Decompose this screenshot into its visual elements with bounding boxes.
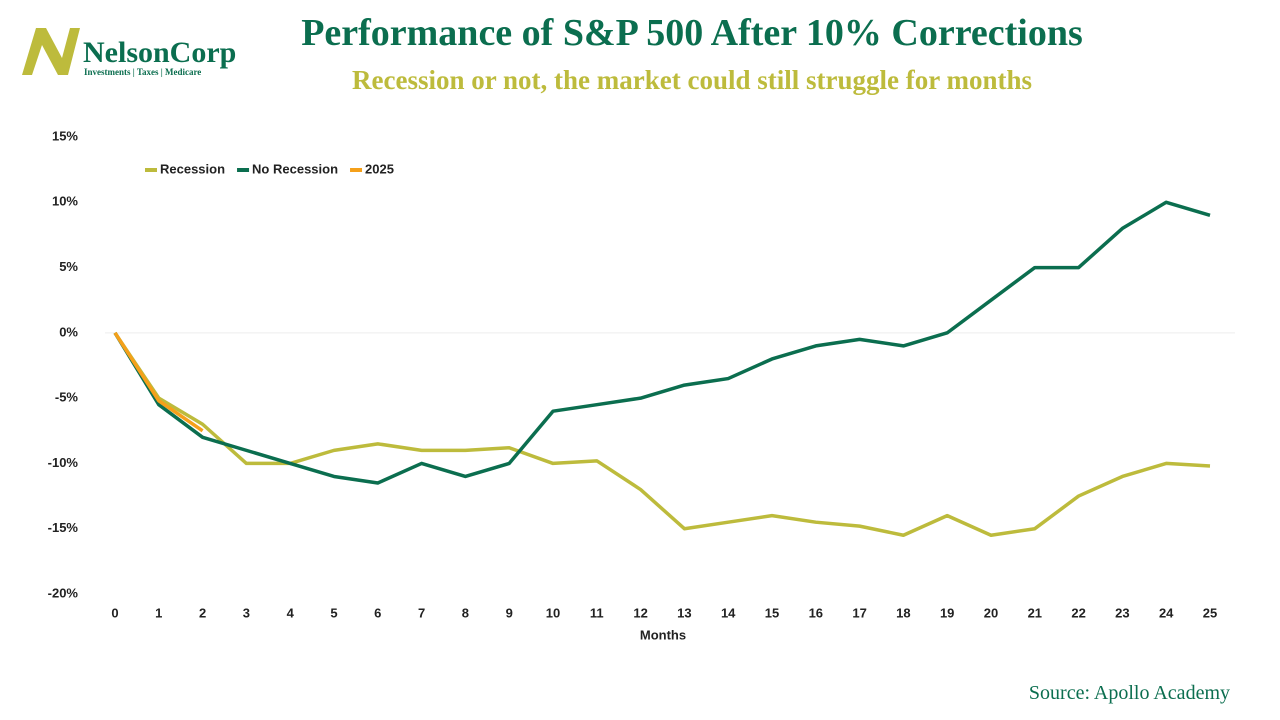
x-tick-label: 25 [1203,605,1217,620]
x-tick-label: 15 [765,605,779,620]
x-tick-label: 2 [199,605,206,620]
x-axis-label: Months [640,627,686,642]
x-tick-label: 24 [1159,605,1174,620]
y-tick-label: 10% [52,194,78,209]
x-tick-label: 0 [111,605,118,620]
x-tick-label: 3 [243,605,250,620]
logo: NelsonCorp Investments | Taxes | Medicar… [22,28,236,77]
x-tick-label: 10 [546,605,560,620]
x-tick-label: 20 [984,605,998,620]
y-tick-label: 5% [59,259,78,274]
legend-label: Recession [160,161,225,176]
y-tick-label: 15% [52,128,78,143]
y-tick-label: -15% [48,520,79,535]
x-tick-label: 22 [1071,605,1085,620]
series-line [113,200,1211,485]
x-tick-label: 14 [721,605,736,620]
x-tick-label: 9 [506,605,513,620]
series-line [113,331,1211,537]
logo-tagline: Investments | Taxes | Medicare [84,67,201,77]
series-line [113,331,204,433]
y-tick-label: 0% [59,324,78,339]
y-tick-label: -5% [55,390,79,405]
legend-label: No Recession [252,161,338,176]
x-tick-label: 23 [1115,605,1129,620]
x-tick-label: 13 [677,605,691,620]
x-tick-label: 17 [852,605,866,620]
legend-label: 2025 [365,161,394,176]
x-tick-label: 19 [940,605,954,620]
x-tick-label: 12 [633,605,647,620]
x-tick-label: 8 [462,605,469,620]
chart-subtitle: Recession or not, the market could still… [352,65,1032,95]
x-tick-label: 1 [155,605,162,620]
x-tick-label: 18 [896,605,910,620]
y-tick-label: -10% [48,455,79,470]
x-tick-label: 21 [1028,605,1042,620]
y-tick-label: -20% [48,585,79,600]
logo-mark [22,28,80,75]
x-tick-label: 4 [287,605,295,620]
source: Source: Apollo Academy [1029,682,1230,704]
x-tick-label: 11 [590,605,604,620]
chart-title: Performance of S&P 500 After 10% Correct… [301,12,1083,54]
logo-name: NelsonCorp [83,36,236,69]
x-tick-label: 7 [418,605,425,620]
x-tick-label: 16 [809,605,823,620]
x-tick-label: 5 [330,605,337,620]
x-tick-label: 6 [374,605,381,620]
